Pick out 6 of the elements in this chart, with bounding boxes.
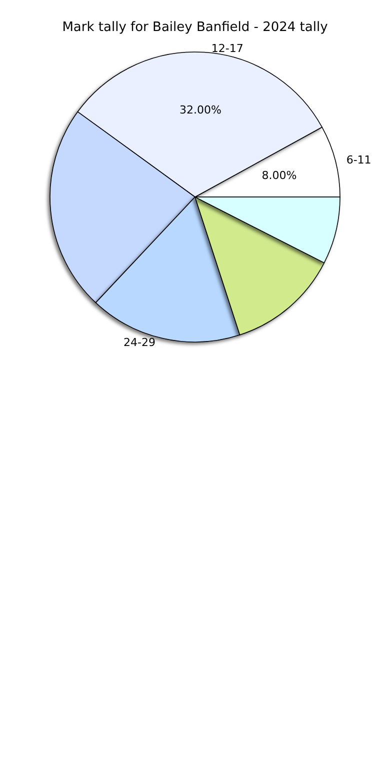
data-label: 32.00% [179,104,222,117]
slice-label: 24-29 [124,336,156,349]
data-label: 8.00% [262,168,297,182]
slice-label: 12-17 [211,42,244,55]
slice-label: 6-11 [346,153,372,166]
chart-title: Mark tally for Bailey Banfield - 2024 tally [62,20,328,35]
